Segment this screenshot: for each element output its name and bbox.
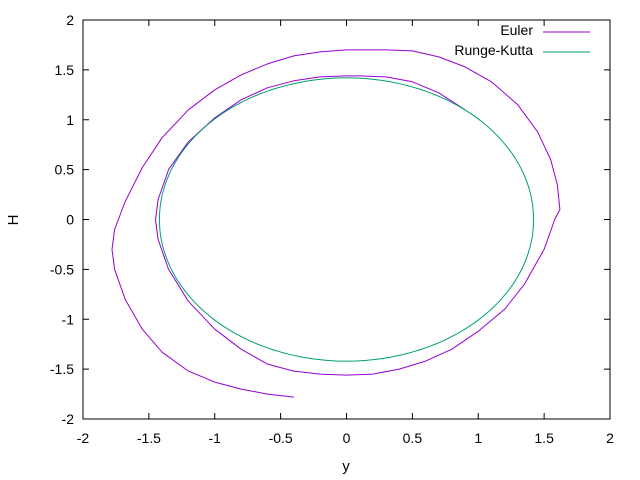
x-tick-label: 1.5 <box>534 430 554 446</box>
y-axis-ticks: 2 1.5 1 0.5 0 -0.5 -1 -1.5 -2 <box>50 12 610 427</box>
x-tick-label: -1.5 <box>137 430 161 446</box>
series-layer <box>111 49 561 398</box>
legend-label-euler: Euler <box>500 22 533 38</box>
plot-frame <box>82 19 611 420</box>
y-tick-label: 0 <box>66 212 74 228</box>
y-tick-label: -2 <box>62 411 75 427</box>
x-tick-label: -1 <box>209 430 222 446</box>
x-tick-label: 2 <box>606 430 614 446</box>
legend-label-runge-kutta: Runge-Kutta <box>454 42 533 58</box>
x-axis-ticks: -2 -1.5 -1 -0.5 0 0.5 1 1.5 2 <box>77 20 614 446</box>
x-tick-label: 1 <box>474 430 482 446</box>
y-tick-label: 1.5 <box>55 62 75 78</box>
x-tick-label: -0.5 <box>269 430 293 446</box>
y-tick-label: -1 <box>62 311 75 327</box>
y-tick-label: 0.5 <box>55 162 75 178</box>
series-line-runge-kutta <box>158 77 535 362</box>
y-axis-label: H <box>5 215 22 226</box>
series-line-euler <box>111 49 561 398</box>
x-tick-label: 0 <box>343 430 351 446</box>
legend: Euler Runge-Kutta <box>454 22 590 58</box>
y-tick-label: -1.5 <box>50 361 74 377</box>
y-tick-label: 1 <box>66 112 74 128</box>
y-tick-label: -0.5 <box>50 261 74 277</box>
x-tick-label: -2 <box>77 430 90 446</box>
x-axis-label: y <box>342 458 350 475</box>
x-tick-label: 0.5 <box>403 430 423 446</box>
y-tick-label: 2 <box>66 12 74 28</box>
